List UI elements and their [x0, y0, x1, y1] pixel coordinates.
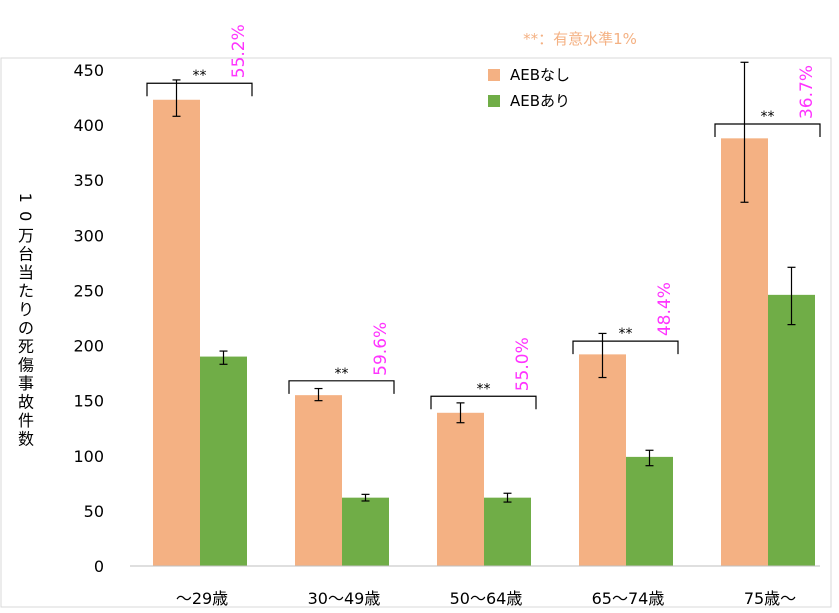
- y-tick-label: 250: [73, 281, 104, 300]
- y-tick-label: 400: [73, 116, 104, 135]
- bars: [153, 99, 815, 567]
- y-axis-label-char: 死: [18, 337, 34, 356]
- y-axis-label-char: り: [18, 300, 34, 319]
- reduction-rate-label: 55.0%: [513, 337, 533, 391]
- significance-mark: **: [335, 366, 349, 382]
- error-bars: [172, 61, 796, 503]
- bar-without-aeb: [153, 99, 200, 566]
- bar-with-aeb: [342, 497, 389, 566]
- y-tick-label: 200: [73, 337, 104, 356]
- legend: AEBなし AEBあり: [488, 66, 570, 110]
- legend-label: AEBあり: [510, 92, 570, 110]
- significance-mark: **: [193, 68, 207, 84]
- y-axis-label-char: 0: [16, 211, 35, 221]
- x-tick-label: 75歳～: [744, 589, 796, 608]
- significance-brackets: ** 55.2% ** 59.6% ** 55.0% ** 48.4% ** 36.7%: [146, 24, 821, 410]
- x-tick-label: 30～49歳: [308, 589, 381, 608]
- significance-bracket: [714, 123, 821, 138]
- legend-label: AEBなし: [510, 66, 570, 84]
- y-tick-label: 50: [84, 502, 104, 521]
- y-tick-label: 150: [73, 392, 104, 411]
- reduction-rate-label: 55.2%: [229, 24, 249, 78]
- x-tick-label: 65～74歳: [592, 589, 665, 608]
- y-axis-label-char: 台: [18, 244, 34, 263]
- y-axis-label-char: 数: [18, 429, 34, 448]
- y-axis-label-char: 傷: [18, 355, 34, 374]
- y-axis-label-char: 万: [18, 226, 34, 245]
- significance-mark: **: [619, 326, 633, 342]
- y-tick-label: 350: [73, 171, 104, 190]
- y-axis-label-char: 1: [16, 193, 35, 203]
- bar-with-aeb: [484, 497, 531, 566]
- x-tick-label: ～29歳: [176, 589, 228, 608]
- bar-with-aeb: [768, 294, 815, 566]
- x-tick-label: 50～64歳: [450, 589, 523, 608]
- legend-swatch: [488, 69, 500, 81]
- reduction-rate-label: 59.6%: [371, 322, 391, 376]
- significance-bracket: [430, 395, 537, 410]
- significance-bracket: [572, 340, 679, 355]
- y-tick-label: 100: [73, 447, 104, 466]
- y-axis-label-char: 事: [18, 374, 34, 393]
- y-tick-label: 300: [73, 226, 104, 245]
- x-axis-ticks: ～29歳 30～49歳 50～64歳 65～74歳 75歳～: [176, 589, 796, 608]
- bar-with-aeb: [200, 356, 247, 566]
- significance-note: **：有意水準1%: [523, 30, 637, 48]
- plot-frame: [0, 57, 832, 608]
- y-axis-ticks: 0 50 100 150 200 250 300 350 400 450: [73, 61, 104, 576]
- significance-mark: **: [761, 109, 775, 125]
- significance-mark: **: [477, 381, 491, 397]
- reduction-rate-label: 48.4%: [655, 282, 675, 336]
- significance-bracket: [146, 82, 253, 97]
- y-axis-label-char: 故: [18, 392, 34, 411]
- significance-bracket: [288, 380, 395, 394]
- bar-with-aeb: [626, 456, 673, 566]
- y-axis-label-char: 当: [18, 263, 34, 282]
- y-tick-label: 0: [94, 557, 104, 576]
- y-axis-label-char: の: [18, 318, 34, 337]
- bar-without-aeb: [579, 354, 626, 566]
- y-tick-label: 450: [73, 61, 104, 80]
- bar-without-aeb: [437, 412, 484, 566]
- y-axis-label-char: た: [18, 281, 34, 300]
- legend-swatch: [488, 95, 500, 107]
- bar-without-aeb: [721, 138, 768, 567]
- bar-without-aeb: [295, 395, 342, 566]
- reduction-rate-label: 36.7%: [797, 65, 817, 119]
- y-axis-label-char: 件: [18, 411, 34, 430]
